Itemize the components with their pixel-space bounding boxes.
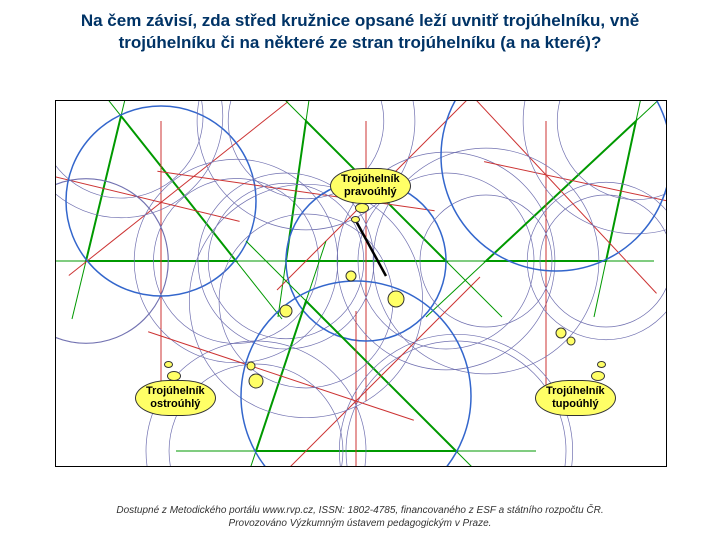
label-obtuse: Trojúhelníktupoúhlý (535, 380, 616, 416)
footer-line1: Dostupné z Metodického portálu www.rvp.c… (116, 505, 603, 516)
label-right-angle: Trojúhelníkpravoúhlý (330, 168, 411, 204)
page-title: Na čem závisí, zda střed kružnice opsané… (0, 0, 720, 59)
footer-line2: Provozováno Výzkumným ústavem pedagogick… (229, 518, 492, 529)
footer: Dostupné z Metodického portálu www.rvp.c… (0, 504, 720, 530)
label-acute: Trojúhelníkostroúhlý (135, 380, 216, 416)
